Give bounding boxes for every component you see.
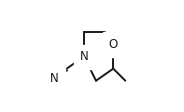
Text: O: O <box>109 38 118 51</box>
Text: N: N <box>79 50 88 63</box>
Text: N: N <box>50 72 59 85</box>
